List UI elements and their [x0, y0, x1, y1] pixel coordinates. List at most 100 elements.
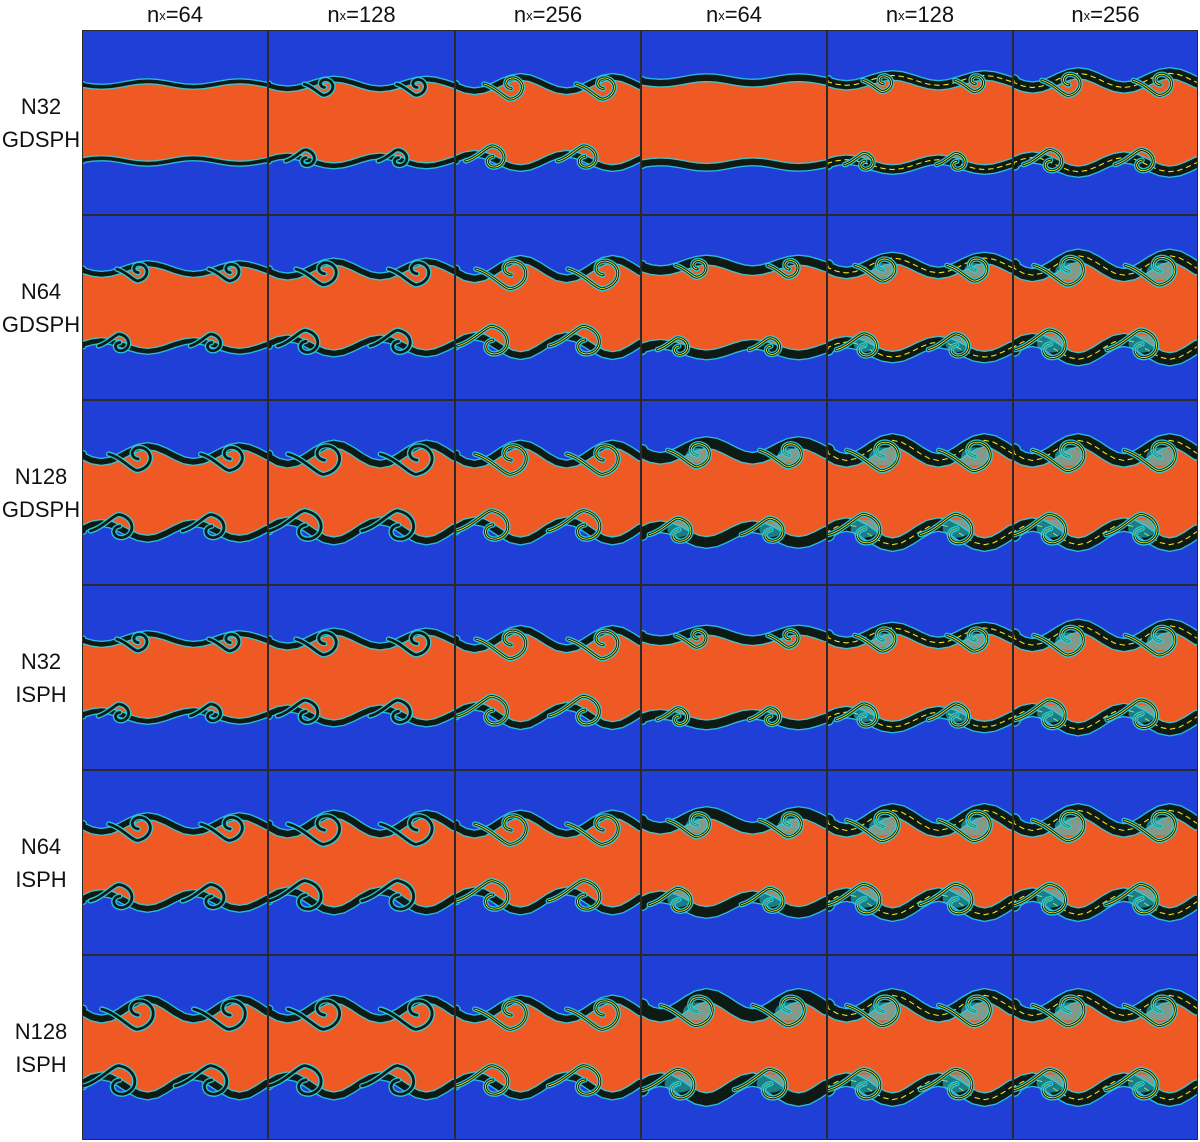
simulation-panel	[455, 770, 641, 955]
kelvin-helmholtz-field	[83, 31, 267, 214]
kelvin-helmholtz-field	[83, 956, 267, 1139]
simulation-panel	[268, 585, 455, 770]
simulation-panel	[455, 400, 641, 585]
kelvin-helmholtz-field	[456, 31, 640, 214]
row-label-line1: N128	[14, 463, 68, 489]
simulation-panel	[82, 30, 268, 215]
kelvin-helmholtz-field	[642, 771, 826, 954]
kelvin-helmholtz-field	[642, 956, 826, 1139]
simulation-panel	[1013, 955, 1198, 1140]
column-header-subscript: x	[339, 7, 347, 23]
simulation-panel	[82, 770, 268, 955]
column-header-subscript: x	[159, 7, 166, 23]
row-label-line1: N128	[14, 1018, 68, 1044]
column-header-base: n	[513, 2, 527, 27]
row-label-1: N32 GDSPH	[0, 30, 82, 215]
simulation-panel	[827, 770, 1013, 955]
column-header-base: n	[146, 2, 160, 27]
column-header-value: =64	[724, 2, 763, 27]
simulation-panel	[268, 400, 455, 585]
kelvin-helmholtz-field	[456, 401, 640, 584]
row-label-6: N128 ISPH	[0, 955, 82, 1140]
simulation-panel	[641, 400, 827, 585]
column-header-base: n	[705, 2, 719, 27]
row-label-line2: GDSPH	[1, 311, 81, 337]
kelvin-helmholtz-field	[1014, 771, 1197, 954]
kelvin-helmholtz-field	[269, 586, 454, 769]
column-header-subscript: x	[898, 7, 905, 23]
simulation-panel	[641, 955, 827, 1140]
simulation-panel	[268, 30, 455, 215]
row-label-4: N32 ISPH	[0, 585, 82, 770]
column-header-base: n	[327, 2, 340, 27]
column-header-2: n x =128	[268, 0, 455, 30]
column-header-base: n	[1071, 2, 1084, 27]
column-header-subscript: x	[1083, 7, 1091, 23]
row-label-line1: N32	[20, 648, 62, 674]
simulation-panel	[455, 215, 641, 400]
row-label-line2: ISPH	[15, 1051, 67, 1077]
kelvin-helmholtz-field	[828, 771, 1012, 954]
simulation-panel	[268, 955, 455, 1140]
column-header-3: n x =256	[455, 0, 641, 30]
kelvin-helmholtz-field	[269, 401, 454, 584]
column-header-value: =128	[346, 2, 396, 27]
column-header-value: =256	[532, 2, 583, 27]
row-label-line2: GDSPH	[1, 496, 81, 522]
simulation-grid	[82, 30, 1198, 1140]
simulation-panel	[641, 585, 827, 770]
kelvin-helmholtz-field	[1014, 401, 1197, 584]
column-header-subscript: x	[718, 7, 725, 23]
simulation-panel	[827, 585, 1013, 770]
kelvin-helmholtz-field	[83, 401, 267, 584]
kelvin-helmholtz-field	[1014, 31, 1197, 214]
kelvin-helmholtz-field	[456, 771, 640, 954]
row-label-line1: N64	[20, 833, 62, 859]
kelvin-helmholtz-field	[269, 31, 454, 214]
kelvin-helmholtz-field	[456, 586, 640, 769]
simulation-panel	[641, 770, 827, 955]
kelvin-helmholtz-field	[83, 216, 267, 399]
column-header-6: n x =256	[1013, 0, 1198, 30]
kelvin-helmholtz-field	[642, 586, 826, 769]
column-header-subscript: x	[526, 7, 533, 23]
row-label-3: N128 GDSPH	[0, 400, 82, 585]
row-label-line1: N64	[20, 278, 62, 304]
column-header-1: n x =64	[82, 0, 268, 30]
kelvin-helmholtz-field	[456, 216, 640, 399]
kelvin-helmholtz-field	[642, 31, 826, 214]
kelvin-helmholtz-field	[642, 216, 826, 399]
row-label-2: N64 GDSPH	[0, 215, 82, 400]
kelvin-helmholtz-field	[828, 31, 1012, 214]
simulation-panel	[82, 215, 268, 400]
kelvin-helmholtz-field	[1014, 586, 1197, 769]
column-header-5: n x =128	[827, 0, 1013, 30]
simulation-panel	[827, 955, 1013, 1140]
kelvin-helmholtz-field	[828, 586, 1012, 769]
kelvin-helmholtz-field	[1014, 216, 1197, 399]
simulation-panel	[455, 30, 641, 215]
simulation-panel	[82, 585, 268, 770]
kelvin-helmholtz-field	[828, 401, 1012, 584]
simulation-panel	[827, 30, 1013, 215]
simulation-panel	[827, 215, 1013, 400]
kelvin-helmholtz-field	[269, 771, 454, 954]
row-label-5: N64 ISPH	[0, 770, 82, 955]
row-label-line2: GDSPH	[1, 126, 81, 152]
kelvin-helmholtz-field	[269, 956, 454, 1139]
simulation-panel	[1013, 770, 1198, 955]
simulation-panel	[455, 585, 641, 770]
kelvin-helmholtz-field	[269, 216, 454, 399]
simulation-panel	[268, 770, 455, 955]
simulation-panel	[82, 955, 268, 1140]
simulation-panel	[641, 30, 827, 215]
kelvin-helmholtz-field	[828, 216, 1012, 399]
simulation-panel	[1013, 585, 1198, 770]
kelvin-helmholtz-field	[828, 956, 1012, 1139]
simulation-panel	[827, 400, 1013, 585]
kelvin-helmholtz-field	[642, 401, 826, 584]
simulation-panel	[1013, 400, 1198, 585]
row-label-line1: N32	[20, 93, 62, 119]
row-label-line2: ISPH	[15, 681, 67, 707]
simulation-panel	[268, 215, 455, 400]
